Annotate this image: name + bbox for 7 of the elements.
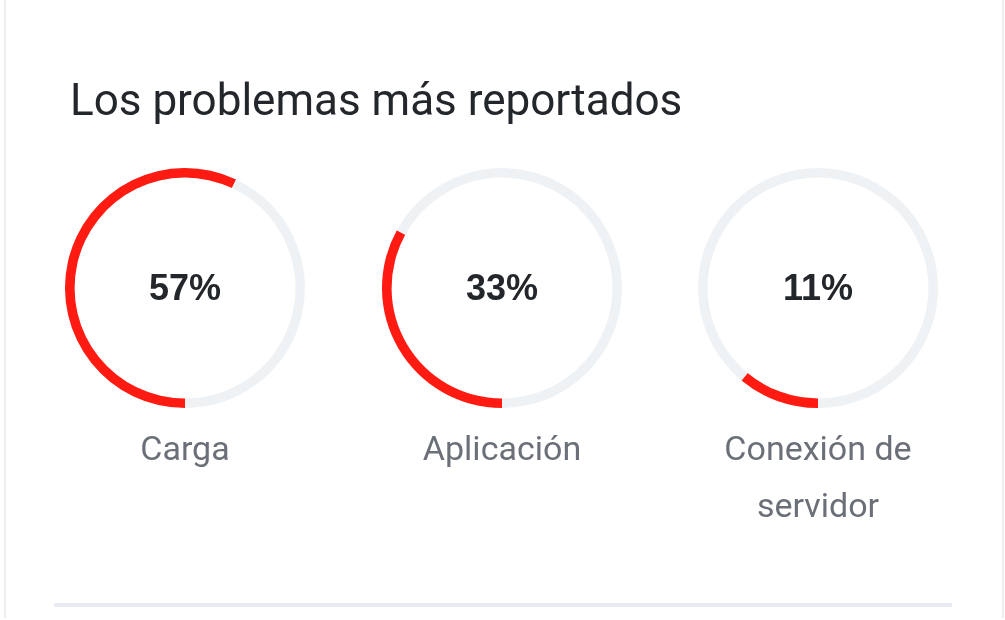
slice-label: Conexión de servidor: [723, 427, 913, 527]
slice-label: Carga: [139, 427, 231, 470]
text: 57%: [148, 266, 222, 308]
text: 33%: [465, 266, 539, 308]
chart-title: Los problemas más reportados: [70, 74, 683, 126]
slice-label: Aplicación: [421, 427, 583, 470]
text: 11%: [782, 266, 854, 308]
